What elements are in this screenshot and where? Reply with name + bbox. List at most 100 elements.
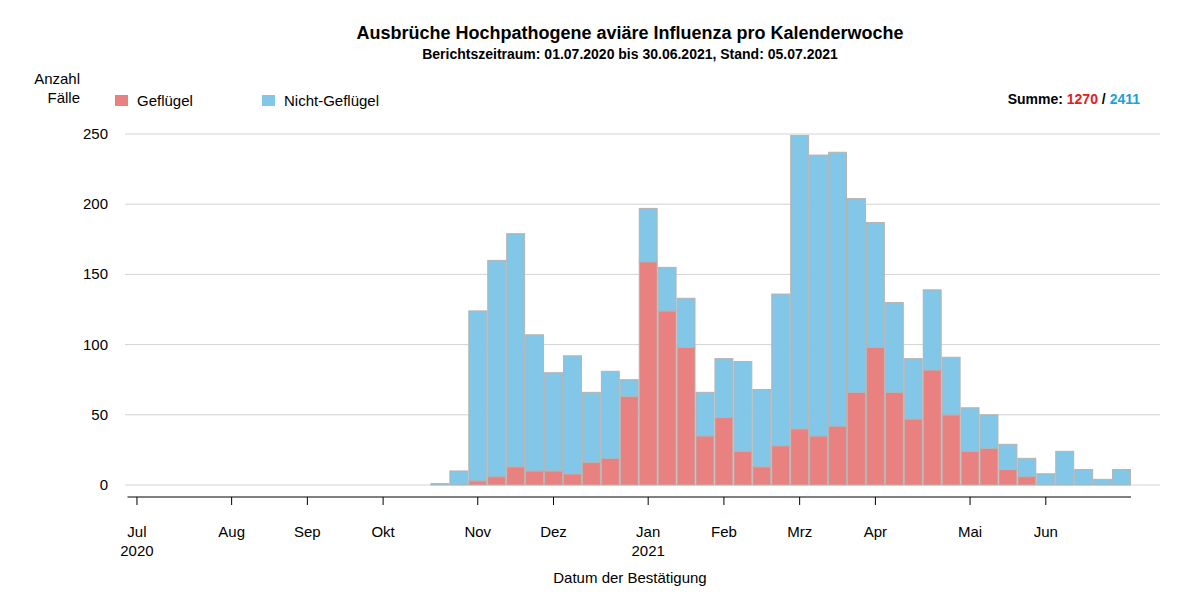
x-tick bbox=[383, 497, 384, 505]
bar bbox=[526, 335, 544, 471]
summary-separator: / bbox=[1098, 91, 1110, 107]
bar bbox=[412, 485, 430, 486]
bar bbox=[166, 485, 184, 486]
bar bbox=[810, 436, 828, 485]
x-tick bbox=[553, 497, 554, 505]
x-tick-label-line: Apr bbox=[864, 523, 887, 540]
bar bbox=[223, 485, 241, 486]
grid-line bbox=[125, 134, 1160, 135]
bar bbox=[715, 418, 733, 485]
y-tick-label: 250 bbox=[83, 125, 108, 142]
bar bbox=[336, 485, 354, 486]
bar bbox=[242, 485, 260, 486]
x-tick-label-line: Okt bbox=[371, 523, 395, 540]
bar bbox=[261, 485, 279, 486]
bar bbox=[336, 485, 354, 486]
bar bbox=[488, 477, 506, 485]
bar bbox=[563, 474, 581, 485]
bar bbox=[715, 359, 733, 418]
y-tick-label: 200 bbox=[83, 195, 108, 212]
bar bbox=[317, 485, 335, 486]
x-tick-label-line: 2020 bbox=[120, 542, 153, 559]
x-tick-label-line: Sep bbox=[294, 523, 321, 540]
summary: Summe: 1270 / 2411 bbox=[1008, 91, 1141, 107]
x-tick-label: Mrz bbox=[787, 523, 812, 540]
x-tick-label: Mai bbox=[958, 523, 982, 540]
bar bbox=[450, 471, 468, 485]
bar bbox=[753, 467, 771, 485]
legend-label: Nicht-Geflügel bbox=[284, 92, 379, 109]
title: Ausbrüche Hochpathogene aviäre Influenza… bbox=[356, 23, 903, 43]
bar bbox=[923, 370, 941, 485]
bar bbox=[791, 135, 809, 428]
bar bbox=[772, 294, 790, 446]
y-tick-label: 0 bbox=[100, 476, 108, 493]
x-tick-label-line: Dez bbox=[540, 523, 567, 540]
x-tick-label: Sep bbox=[294, 523, 321, 540]
summary-value: 2411 bbox=[1110, 91, 1141, 107]
bar bbox=[204, 485, 222, 486]
bar bbox=[582, 463, 600, 485]
x-tick bbox=[231, 497, 232, 505]
bar bbox=[147, 485, 165, 486]
bar bbox=[677, 298, 695, 347]
bar bbox=[620, 397, 638, 485]
bar bbox=[696, 436, 714, 485]
bar bbox=[582, 392, 600, 462]
bar bbox=[317, 485, 335, 486]
bar bbox=[166, 485, 184, 486]
bar bbox=[1018, 477, 1036, 485]
y-tick-label: 100 bbox=[83, 336, 108, 353]
x-tick-label-line: Mrz bbox=[787, 523, 812, 540]
bar bbox=[639, 262, 657, 485]
bar bbox=[942, 357, 960, 415]
bar bbox=[696, 392, 714, 436]
bar bbox=[999, 470, 1017, 485]
bar bbox=[866, 347, 884, 485]
bar bbox=[204, 485, 222, 486]
bar bbox=[772, 446, 790, 485]
bar bbox=[393, 485, 411, 486]
bar bbox=[658, 267, 676, 311]
bar bbox=[961, 451, 979, 485]
bar bbox=[885, 392, 903, 485]
bar bbox=[374, 485, 392, 486]
bar bbox=[128, 485, 146, 486]
bar bbox=[904, 419, 922, 485]
bar bbox=[507, 467, 525, 485]
bar bbox=[279, 485, 297, 486]
x-tick-label: Dez bbox=[540, 523, 567, 540]
x-tick-label: Jul 2020 bbox=[120, 523, 153, 559]
y-tick-label: 50 bbox=[91, 406, 108, 423]
bar bbox=[923, 290, 941, 370]
x-tick bbox=[799, 497, 800, 505]
x-tick bbox=[1045, 497, 1046, 505]
bar bbox=[298, 485, 316, 486]
bar bbox=[980, 415, 998, 449]
x-tick-label-line: Mai bbox=[958, 523, 982, 540]
bar bbox=[829, 426, 847, 485]
x-tick-label: Okt bbox=[371, 523, 395, 540]
legend-label: Geflügel bbox=[137, 92, 193, 109]
bar bbox=[1094, 479, 1112, 485]
bar bbox=[355, 485, 373, 486]
bar bbox=[753, 390, 771, 467]
bar bbox=[147, 485, 165, 486]
bar bbox=[942, 415, 960, 485]
x-tick-label-line: Jun bbox=[1034, 523, 1058, 540]
bar bbox=[185, 485, 203, 486]
x-tick bbox=[875, 497, 876, 505]
x-tick-label-line: 2021 bbox=[631, 542, 664, 559]
x-tick bbox=[648, 497, 649, 505]
bar bbox=[1018, 458, 1036, 476]
bar bbox=[431, 484, 449, 485]
bar bbox=[1037, 474, 1055, 485]
bar bbox=[658, 311, 676, 485]
bar bbox=[1113, 470, 1131, 485]
x-tick-label-line: Jul bbox=[127, 523, 146, 540]
bar bbox=[866, 222, 884, 347]
summary-value: 1270 bbox=[1067, 91, 1098, 107]
x-tick bbox=[307, 497, 308, 505]
bar bbox=[847, 392, 865, 485]
x-tick-label-line: Jan bbox=[636, 523, 660, 540]
